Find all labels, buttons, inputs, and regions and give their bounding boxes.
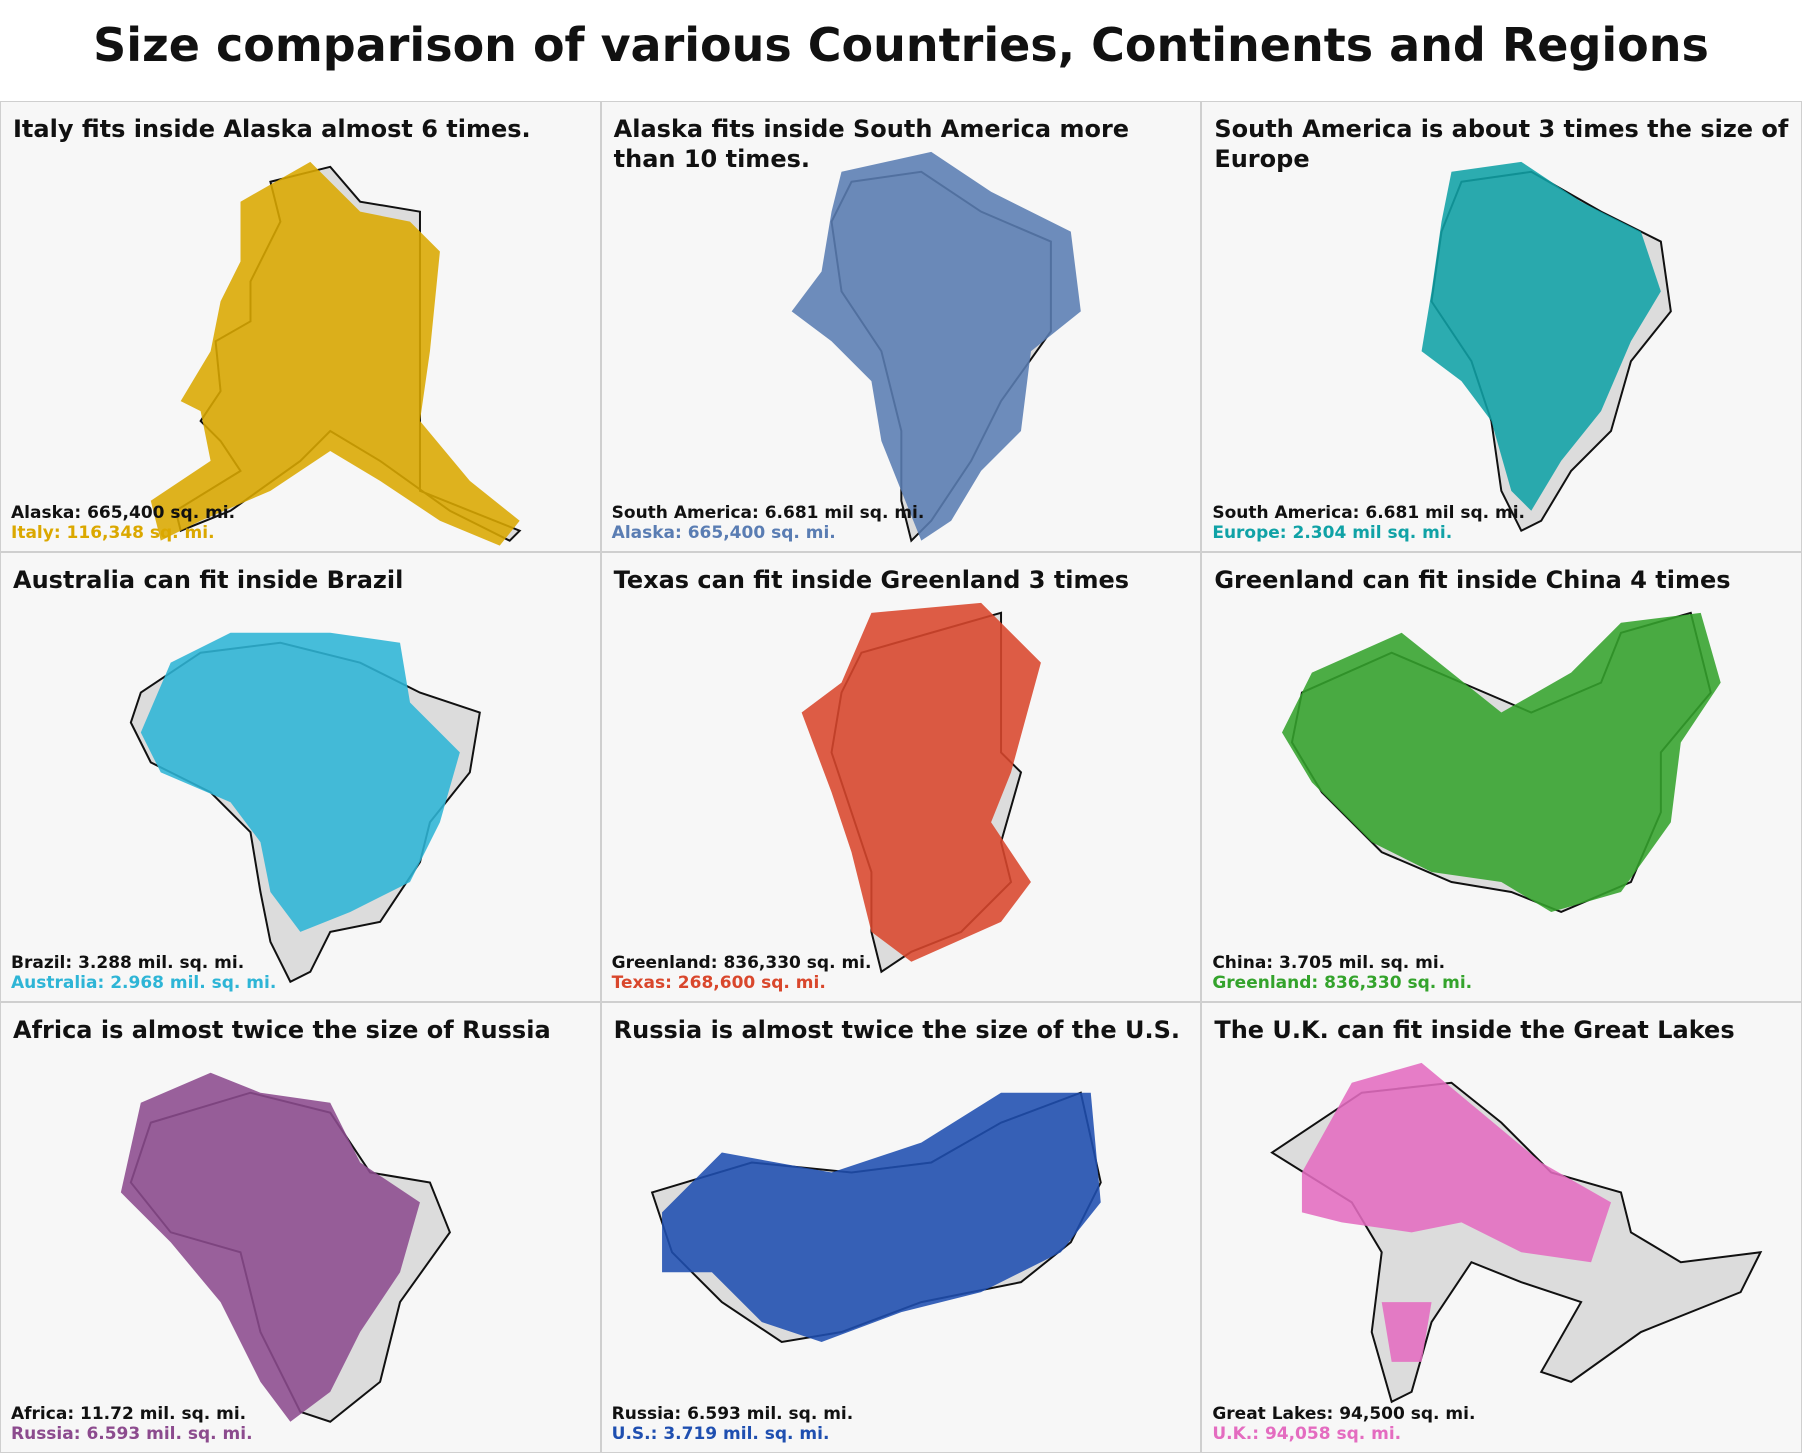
overlay-label: U.K.: 94,058 sq. mi. [1212,1423,1402,1444]
panel: South America is about 3 times the size … [1201,101,1802,552]
map [129,632,481,983]
panel-title: The U.K. can fit inside the Great Lakes [1214,1016,1735,1045]
panel-title: Australia can fit inside Brazil [13,565,404,594]
map [1282,611,1722,913]
panel-title: South America is about 3 times the size … [1214,115,1789,173]
overlay-shape [140,632,460,932]
panel: Greenland can fit inside China 4 times C… [1201,551,1802,1003]
panel-title: Africa is almost twice the size of Russi… [13,1016,551,1045]
overlay-label: Italy: 116,348 sq. mi. [11,522,215,543]
base-label: South America: 6.681 mil sq. mi. [611,502,925,523]
overlay-shape [120,1073,420,1423]
map [791,151,1081,543]
panel-title: Texas can fit inside Greenland 3 times [613,565,1130,594]
overlay-label: Australia: 2.968 mil. sq. mi. [11,973,277,994]
panel: Italy fits inside Alaska almost 6 times.… [0,101,601,552]
overlay-label: Europe: 2.304 mil sq. mi. [1212,522,1453,543]
map [150,161,522,546]
overlay-shape [1302,1063,1612,1363]
overlay-label: U.S.: 3.719 mil. sq. mi. [611,1423,830,1444]
map [1421,161,1673,533]
map [1270,1063,1763,1404]
base-label: Great Lakes: 94,500 sq. mi. [1212,1403,1476,1424]
base-label: Greenland: 836,330 sq. mi. [611,953,872,974]
map [801,602,1041,974]
panel: Africa is almost twice the size of Russi… [0,1002,601,1453]
base-label: South America: 6.681 mil sq. mi. [1212,502,1526,523]
page-title: Size comparison of various Countries, Co… [93,18,1709,72]
panel-title: Russia is almost twice the size of the U… [613,1016,1180,1045]
panel: Alaska fits inside South America more th… [600,101,1202,552]
base-label: Africa: 11.72 mil. sq. mi. [11,1403,247,1424]
overlay-shape [801,602,1041,962]
overlay-label: Alaska: 665,400 sq. mi. [611,522,836,543]
overlay-shape [661,1093,1101,1343]
overlay-shape [1282,612,1722,912]
base-label: Alaska: 665,400 sq. mi. [11,502,236,523]
panel: Russia is almost twice the size of the U… [600,1002,1202,1453]
base-label: Brazil: 3.288 mil. sq. mi. [11,953,245,974]
overlay-shape [1421,161,1662,511]
panel: Australia can fit inside Brazil Brazil: … [0,551,601,1003]
overlay-shape [791,151,1081,541]
overlay-label: Texas: 268,600 sq. mi. [611,973,826,994]
panel: The U.K. can fit inside the Great Lakes … [1201,1002,1802,1453]
base-label: China: 3.705 mil. sq. mi. [1212,953,1446,974]
map [650,1091,1102,1344]
panel-title: Greenland can fit inside China 4 times [1214,565,1731,594]
panel-title: Alaska fits inside South America more th… [613,115,1130,173]
overlay-label: Greenland: 836,330 sq. mi. [1212,973,1473,994]
overlay-shape [150,161,520,546]
overlay-label: Russia: 6.593 mil. sq. mi. [11,1423,253,1444]
base-label: Russia: 6.593 mil. sq. mi. [611,1403,854,1424]
panel: Texas can fit inside Greenland 3 times G… [600,551,1202,1003]
map [120,1073,452,1424]
panel-grid: Italy fits inside Alaska almost 6 times.… [0,101,1802,1453]
panel-title: Italy fits inside Alaska almost 6 times. [13,115,531,143]
